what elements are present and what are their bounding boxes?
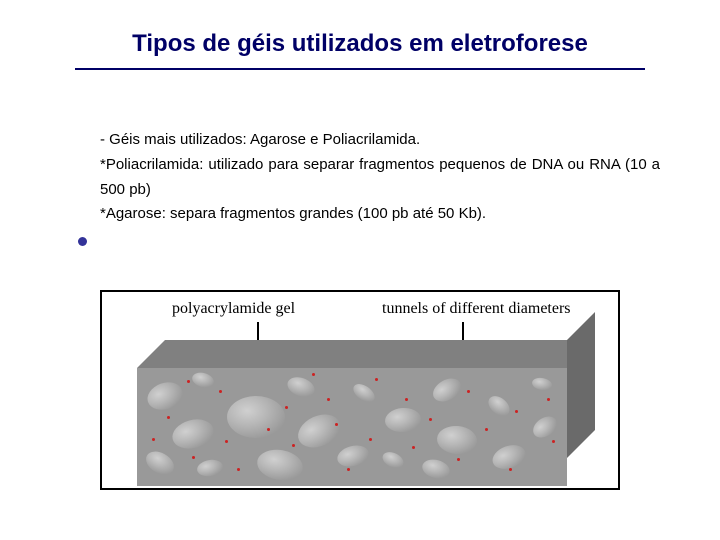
pore (429, 374, 465, 406)
red-dot (285, 406, 288, 409)
red-dot (292, 444, 295, 447)
label-polyacrylamide: polyacrylamide gel (172, 300, 295, 318)
title-underline (75, 68, 645, 70)
red-dot (369, 438, 372, 441)
pore (191, 370, 216, 389)
pore (485, 392, 514, 420)
body-line-1: - Géis mais utilizados: Agarose e Poliac… (100, 128, 660, 153)
body-line-2: *Poliacrilamida: utilizado para separar … (100, 153, 660, 203)
red-dot (335, 423, 338, 426)
red-dot (347, 468, 350, 471)
red-dot (225, 440, 228, 443)
body-text: - Géis mais utilizados: Agarose e Poliac… (100, 128, 660, 227)
red-dot (375, 378, 378, 381)
pore (227, 396, 285, 438)
pore (350, 380, 378, 405)
body-line-3: *Agarose: separa fragmentos grandes (100… (100, 202, 660, 227)
red-dot (509, 468, 512, 471)
pore (420, 457, 452, 482)
red-dot (187, 380, 190, 383)
red-dot (152, 438, 155, 441)
red-dot (412, 446, 415, 449)
bullet-dot-icon (78, 237, 87, 246)
red-dot (312, 373, 315, 376)
slide-title: Tipos de géis utilizados em eletroforese (0, 30, 720, 58)
gel-diagram: polyacrylamide gel tunnels of different … (100, 290, 620, 490)
pore (529, 412, 561, 442)
red-dot (515, 410, 518, 413)
red-dot (237, 468, 240, 471)
red-dot (429, 418, 432, 421)
red-dot (547, 398, 550, 401)
red-dot (327, 398, 330, 401)
label-tunnels: tunnels of different diameters (382, 300, 571, 318)
red-dot (192, 456, 195, 459)
pore (196, 458, 224, 478)
pore (255, 446, 306, 484)
pore (293, 408, 346, 454)
pore (142, 447, 178, 479)
red-dot (405, 398, 408, 401)
pore (380, 449, 406, 471)
red-dot (457, 458, 460, 461)
pore (436, 424, 478, 455)
pore (335, 442, 371, 470)
pore (531, 376, 553, 391)
red-dot (467, 390, 470, 393)
block-side-face (567, 312, 595, 458)
red-dot (552, 440, 555, 443)
pore (144, 378, 187, 415)
pore (285, 374, 317, 400)
pore (384, 406, 422, 433)
red-dot (219, 390, 222, 393)
red-dot (267, 428, 270, 431)
block-front-face (137, 368, 567, 486)
block-top-face (137, 340, 595, 368)
red-dot (167, 416, 170, 419)
red-dot (485, 428, 488, 431)
pore (169, 415, 217, 453)
